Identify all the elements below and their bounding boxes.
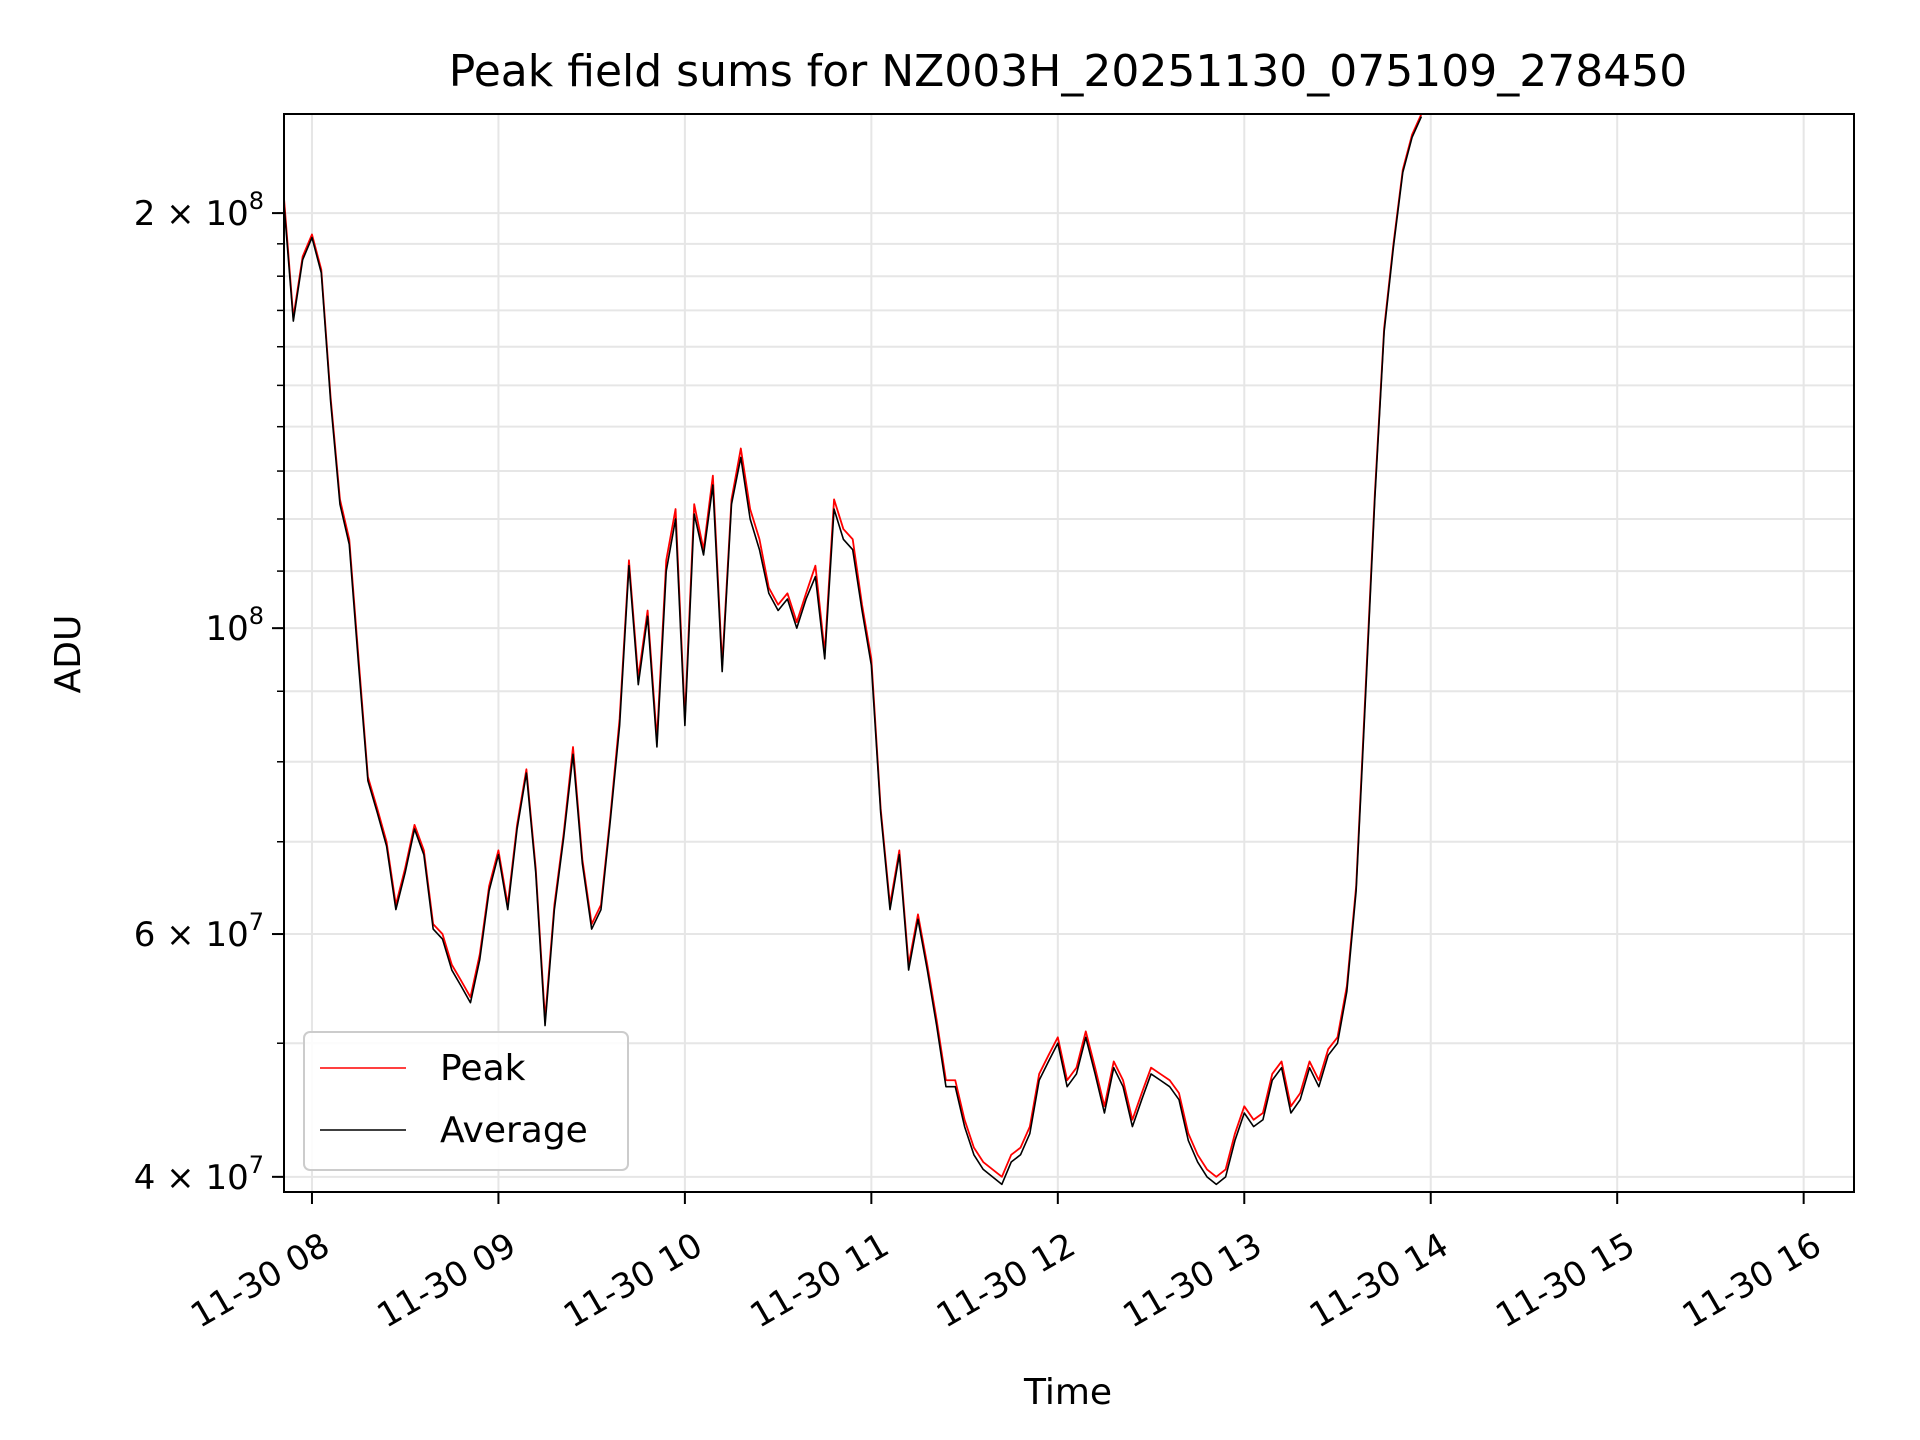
chart-title: Peak field sums for NZ003H_20251130_0751… — [449, 46, 1687, 97]
legend-label-peak: Peak — [440, 1048, 526, 1089]
y-tick-label: 6 × 107 — [134, 908, 264, 955]
x-tick-label: 11-30 10 — [557, 1225, 709, 1336]
series-line-peak — [283, 113, 1423, 1178]
y-axis-label: ADU — [48, 615, 89, 694]
x-tick-label: 11-30 08 — [184, 1225, 336, 1336]
y-tick-label: 108 — [205, 602, 264, 649]
x-tick-label: 11-30 14 — [1303, 1225, 1455, 1336]
x-tick-label: 11-30 15 — [1489, 1225, 1641, 1336]
x-tick-label: 11-30 09 — [371, 1225, 523, 1336]
y-axis: 4 × 107 6 × 107 108 2 × 108 — [134, 187, 284, 1198]
grid — [284, 114, 1854, 1192]
x-axis-label: Time — [1023, 1372, 1112, 1413]
x-tick-label: 11-30 12 — [930, 1225, 1082, 1336]
series-layer — [283, 113, 1423, 1186]
legend: Peak Average — [303, 1031, 629, 1171]
legend-label-average: Average — [440, 1110, 588, 1151]
y-tick-label: 2 × 108 — [134, 187, 264, 234]
legend-box — [303, 1031, 629, 1171]
x-tick-label: 11-30 11 — [743, 1225, 895, 1336]
y-tick-label: 4 × 107 — [134, 1151, 264, 1198]
x-tick-label: 11-30 16 — [1676, 1225, 1828, 1336]
plot-frame — [283, 113, 1855, 1193]
x-axis: 11-30 08 11-30 09 11-30 10 11-30 11 11-30 12… — [184, 1192, 1828, 1336]
x-tick-label: 11-30 13 — [1116, 1225, 1268, 1336]
series-line-average — [283, 116, 1423, 1186]
